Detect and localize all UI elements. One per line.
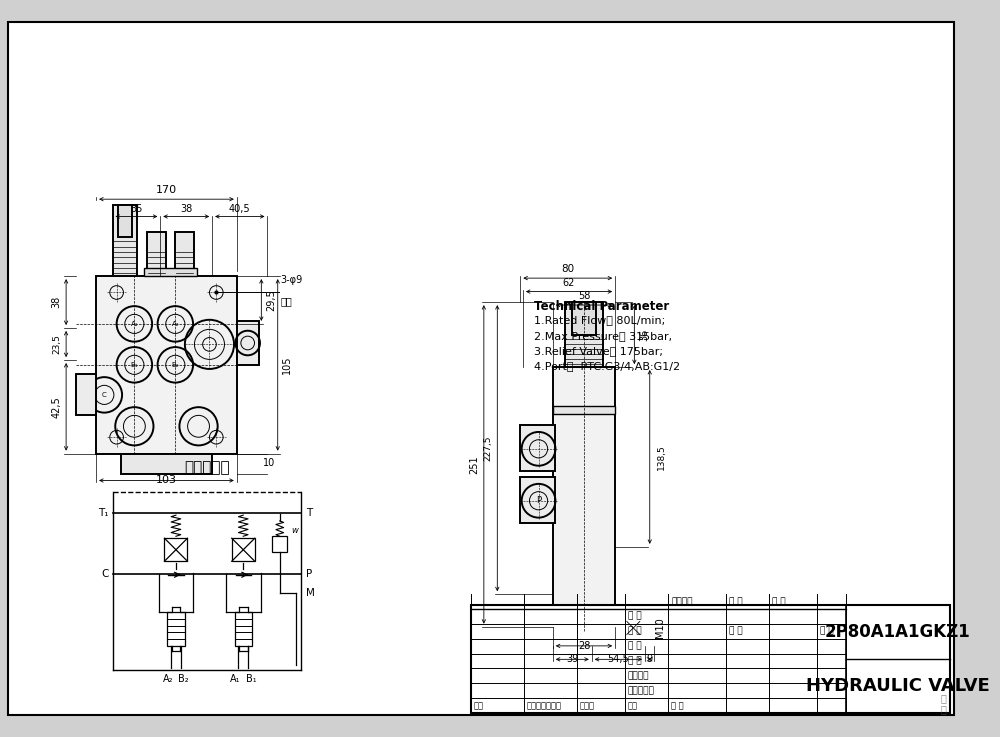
Bar — [232, 538, 255, 562]
Text: M10: M10 — [655, 618, 665, 638]
Text: 1.Rated Flow： 80L/min;: 1.Rated Flow： 80L/min; — [534, 315, 665, 325]
Text: P: P — [306, 569, 312, 579]
Text: HYDRAULIC VALVE: HYDRAULIC VALVE — [806, 677, 990, 695]
Text: 80: 80 — [561, 265, 574, 274]
Bar — [113, 205, 137, 276]
Bar — [615, 616, 651, 640]
Text: 9: 9 — [646, 654, 653, 664]
Text: B₂: B₂ — [172, 362, 179, 368]
Text: 日期: 日期 — [628, 701, 638, 710]
Text: 制 图: 制 图 — [628, 626, 641, 636]
Text: 描 图: 描 图 — [628, 642, 641, 651]
Bar — [553, 406, 615, 413]
Text: A₁: A₁ — [131, 321, 138, 327]
Text: 251: 251 — [469, 455, 479, 474]
Text: 重 量: 重 量 — [729, 597, 742, 606]
Text: 标准化检查: 标准化检查 — [628, 686, 655, 695]
Text: T: T — [306, 509, 312, 518]
Text: 54,5: 54,5 — [608, 654, 629, 664]
Bar — [272, 537, 287, 552]
Text: 36: 36 — [639, 329, 649, 340]
Text: B₁: B₁ — [131, 362, 138, 368]
Text: T₁: T₁ — [98, 509, 109, 518]
Bar — [76, 374, 96, 416]
Text: 2.Max Pressure： 315bar,: 2.Max Pressure： 315bar, — [534, 330, 672, 340]
Text: B₁: B₁ — [246, 674, 256, 684]
Text: 更改人: 更改人 — [580, 701, 595, 710]
Text: M: M — [306, 588, 315, 598]
Text: 液压原理图: 液压原理图 — [184, 460, 230, 475]
Text: C: C — [101, 569, 109, 579]
Text: 2P80A1A1GKZ1: 2P80A1A1GKZ1 — [825, 624, 971, 641]
Text: 比 例: 比 例 — [772, 597, 786, 606]
Text: 42,5: 42,5 — [51, 396, 61, 418]
Text: 更改内容和备注: 更改内容和备注 — [527, 701, 562, 710]
Text: 227,5: 227,5 — [483, 436, 492, 461]
Bar — [520, 425, 555, 471]
Text: 23,5: 23,5 — [52, 334, 61, 354]
Bar — [96, 276, 237, 453]
Bar — [175, 232, 194, 276]
Text: C: C — [102, 392, 107, 398]
Bar — [553, 367, 615, 626]
Bar — [471, 606, 950, 713]
Text: 170: 170 — [156, 185, 177, 195]
Text: 工艺检查: 工艺检查 — [628, 671, 649, 680]
Text: 标记: 标记 — [474, 701, 484, 710]
Text: 38: 38 — [180, 203, 192, 214]
Text: w: w — [291, 526, 298, 535]
Bar — [237, 321, 259, 365]
Text: 图样标记: 图样标记 — [671, 597, 693, 606]
Text: 10: 10 — [263, 458, 276, 468]
Text: 3-φ9: 3-φ9 — [280, 275, 303, 284]
Text: 103: 103 — [156, 475, 177, 486]
Bar — [565, 302, 603, 367]
Text: 35: 35 — [130, 203, 143, 214]
Text: 40,5: 40,5 — [229, 203, 251, 214]
Bar — [167, 612, 185, 646]
Text: P: P — [536, 496, 541, 506]
Bar — [121, 453, 212, 474]
Text: 3.Relief Valve： 175bar;: 3.Relief Valve： 175bar; — [534, 346, 663, 356]
Bar — [563, 626, 615, 646]
Text: 58: 58 — [578, 291, 590, 301]
Text: 29,5: 29,5 — [266, 289, 276, 311]
Text: 透孔: 透孔 — [280, 296, 292, 307]
Text: 共 享: 共 享 — [729, 626, 742, 636]
Bar — [572, 302, 596, 335]
Text: 62: 62 — [563, 278, 575, 287]
Text: 审 核: 审 核 — [671, 701, 684, 710]
Bar — [147, 232, 166, 276]
Text: 138,5: 138,5 — [657, 444, 666, 469]
Text: 设 计: 设 计 — [628, 612, 641, 621]
Bar — [164, 538, 187, 562]
Text: A₁: A₁ — [230, 674, 241, 684]
Text: A₂: A₂ — [163, 674, 174, 684]
Text: 39: 39 — [566, 654, 578, 664]
Text: 签 字: 签 字 — [820, 626, 834, 636]
Bar — [520, 478, 555, 523]
Bar — [235, 612, 252, 646]
Text: Technical Parameter: Technical Parameter — [534, 300, 669, 312]
Text: 105: 105 — [282, 355, 292, 374]
Text: 校 对: 校 对 — [628, 657, 641, 666]
Text: 激
液: 激 液 — [940, 693, 946, 714]
Bar — [118, 205, 132, 237]
Text: A₂: A₂ — [172, 321, 179, 327]
Text: B₂: B₂ — [178, 674, 189, 684]
Text: 28: 28 — [578, 640, 590, 651]
Text: 38: 38 — [51, 296, 61, 308]
Bar — [144, 268, 197, 276]
Text: 4.Port：  PTC:G3/4,AB:G1/2: 4.Port： PTC:G3/4,AB:G1/2 — [534, 361, 680, 371]
